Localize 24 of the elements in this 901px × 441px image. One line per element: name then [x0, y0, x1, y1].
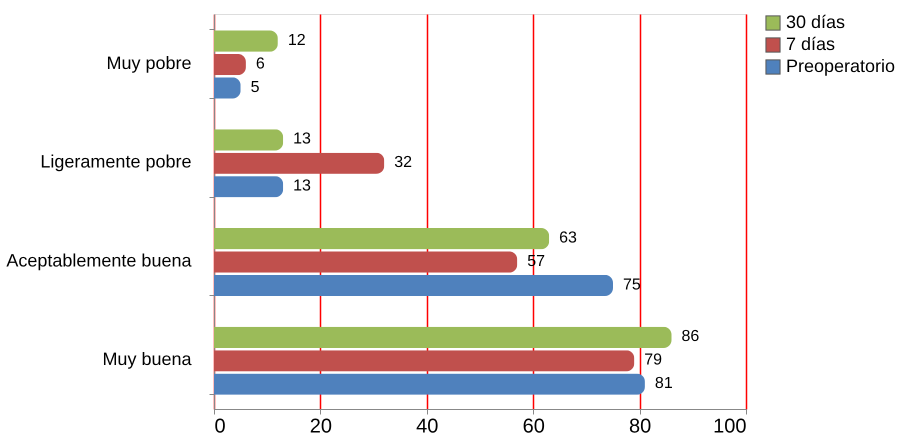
data-label: 13	[293, 130, 312, 148]
legend-label: 30 días	[786, 12, 846, 32]
data-label: 63	[559, 229, 578, 246]
x-tick-label: 60	[522, 416, 545, 438]
legend-label: 7 días	[786, 34, 836, 54]
data-label: 75	[623, 276, 641, 294]
y-tick-label: Muy pobre	[106, 52, 192, 73]
x-tick-label: 40	[416, 416, 438, 438]
x-tick-label: 20	[310, 416, 332, 438]
data-label: 79	[644, 352, 662, 369]
data-label: 81	[654, 375, 673, 392]
data-label: 12	[288, 32, 306, 49]
y-tick-label: Aceptablemente buena	[6, 250, 192, 270]
data-label: 86	[682, 328, 700, 346]
data-label: 6	[256, 55, 265, 72]
y-tick-label: Muy buena	[102, 349, 192, 370]
x-tick-label: 0	[214, 416, 226, 438]
y-tick-label: Ligeramente pobre	[40, 152, 192, 172]
x-tick-label: 100	[713, 416, 746, 438]
x-tick-label: 80	[628, 416, 652, 438]
legend-label: Preoperatorio	[786, 56, 896, 76]
data-label: 32	[394, 154, 412, 172]
data-label: 13	[293, 178, 312, 195]
data-label: 5	[250, 78, 260, 96]
